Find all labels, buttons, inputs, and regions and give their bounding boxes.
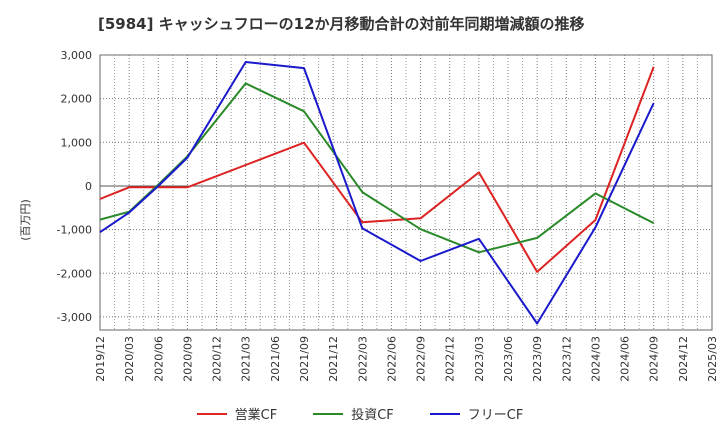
y-tick-label: 1,000 [61, 136, 93, 149]
x-tick-label: 2023/06 [502, 336, 515, 382]
legend: 営業CF 投資CF フリーCF [0, 404, 720, 423]
x-tick-label: 2022/03 [356, 336, 369, 382]
y-tick-label: 0 [85, 180, 92, 193]
y-tick-label: 3,000 [61, 49, 93, 62]
x-tick-label: 2020/09 [181, 336, 194, 382]
legend-item-free-cf: フリーCF [429, 404, 524, 423]
legend-swatch-operating-cf [196, 412, 227, 415]
x-tick-label: 2019/12 [94, 336, 107, 382]
legend-item-investing-cf: 投資CF [313, 404, 394, 423]
x-tick-label: 2020/06 [152, 336, 165, 382]
x-tick-label: 2023/09 [531, 336, 544, 382]
x-tick-label: 2021/12 [327, 336, 340, 382]
series-line-2 [99, 61, 655, 325]
x-tick-label: 2020/03 [123, 336, 136, 382]
legend-item-operating-cf: 営業CF [196, 404, 278, 423]
x-tick-label: 2020/12 [211, 336, 224, 382]
x-tick-label: 2023/12 [560, 336, 573, 382]
x-tick-label: 2024/03 [589, 336, 602, 382]
x-tick-label: 2024/12 [677, 336, 690, 382]
series-line-0 [99, 66, 655, 273]
x-tick-label: 2021/09 [298, 336, 311, 382]
x-tick-label: 2025/03 [706, 336, 719, 382]
x-tick-label: 2022/06 [385, 336, 398, 382]
legend-swatch-free-cf [429, 412, 460, 415]
y-tick-label: 2,000 [61, 93, 93, 106]
legend-label-operating-cf: 営業CF [234, 408, 278, 423]
x-tick-label: 2022/09 [415, 336, 428, 382]
y-tick-label: -2,000 [57, 267, 92, 280]
chart-title: [5984] キャッシュフローの12か月移動合計の対前年同期増減額の推移 [98, 15, 585, 33]
legend-swatch-investing-cf [313, 412, 344, 415]
y-tick-label: -3,000 [57, 311, 92, 324]
x-tick-label: 2022/12 [444, 336, 457, 382]
x-tick-label: 2021/03 [240, 336, 253, 382]
legend-label-free-cf: フリーCF [467, 408, 524, 423]
legend-label-investing-cf: 投資CF [351, 408, 394, 423]
y-tick-label: -1,000 [57, 224, 92, 237]
plot-area [99, 54, 713, 331]
x-tick-label: 2024/09 [648, 336, 661, 382]
x-tick-label: 2024/06 [619, 336, 632, 382]
x-tick-label: 2023/03 [473, 336, 486, 382]
x-tick-label: 2021/06 [269, 336, 282, 382]
